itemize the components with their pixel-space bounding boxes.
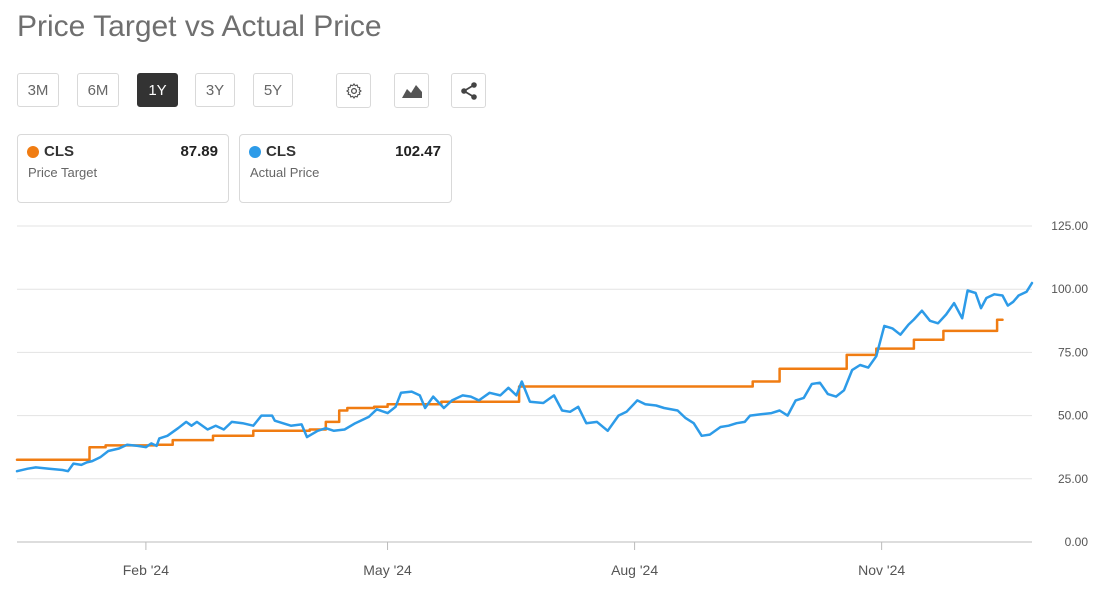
legend-card-actual-price: CLS 102.47 Actual Price bbox=[239, 134, 452, 203]
share-icon bbox=[460, 81, 477, 100]
y-tick-label: 125.00 bbox=[1051, 219, 1088, 233]
settings-button[interactable] bbox=[336, 73, 371, 108]
x-tick-label: Feb '24 bbox=[123, 562, 169, 578]
share-button[interactable] bbox=[451, 73, 486, 108]
legend-label: Actual Price bbox=[250, 165, 320, 180]
page-title: Price Target vs Actual Price bbox=[17, 10, 382, 43]
blue-dot-icon bbox=[249, 146, 261, 158]
range-5y-button[interactable]: 5Y bbox=[253, 73, 293, 107]
legend-value: 87.89 bbox=[180, 143, 218, 160]
orange-dot-icon bbox=[27, 146, 39, 158]
range-3y-button[interactable]: 3Y bbox=[195, 73, 235, 107]
price-target-line bbox=[15, 318, 1004, 462]
range-3m-button[interactable]: 3M bbox=[17, 73, 59, 107]
x-tick-label: May '24 bbox=[363, 562, 412, 578]
range-1y-button[interactable]: 1Y bbox=[137, 73, 178, 107]
legend-label: Price Target bbox=[28, 165, 98, 180]
y-tick-label: 50.00 bbox=[1058, 409, 1088, 423]
y-tick-label: 100.00 bbox=[1051, 282, 1088, 296]
y-tick-label: 25.00 bbox=[1058, 472, 1088, 486]
legend-value: 102.47 bbox=[395, 143, 441, 160]
chart-type-button[interactable] bbox=[394, 73, 429, 108]
chart-type-icon bbox=[401, 84, 422, 98]
y-tick-label: 75.00 bbox=[1058, 345, 1088, 359]
gear-icon bbox=[345, 82, 362, 99]
actual-price-line bbox=[15, 281, 1034, 473]
legend-card-price-target: CLS 87.89 Price Target bbox=[17, 134, 229, 203]
range-6m-button[interactable]: 6M bbox=[77, 73, 119, 107]
y-tick-label: 0.00 bbox=[1065, 535, 1089, 549]
x-tick-label: Nov '24 bbox=[858, 562, 905, 578]
x-tick-label: Aug '24 bbox=[611, 562, 658, 578]
legend-ticker: CLS bbox=[266, 143, 296, 160]
legend-ticker: CLS bbox=[44, 143, 74, 160]
